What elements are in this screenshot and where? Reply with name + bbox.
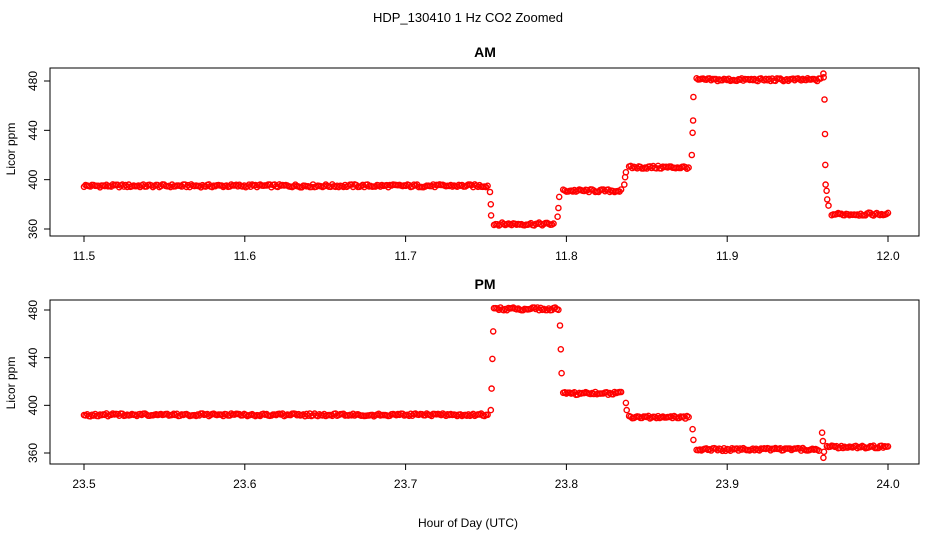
am-panel: AM Licor ppm 11.5 11.6 11.7 11.8 11.9 12.0 360…	[4, 44, 920, 263]
transition-point	[820, 448, 828, 456]
transition-point	[558, 369, 565, 377]
pm-y-axis-label: Licor ppm	[4, 357, 18, 410]
data-point	[183, 183, 190, 191]
am-plot-frame	[49, 67, 920, 237]
data-point	[484, 411, 491, 419]
transition-point	[823, 187, 830, 195]
data-point	[530, 304, 538, 311]
transition-point	[554, 213, 561, 220]
y-tick-label: 400	[26, 395, 40, 415]
transition-point	[822, 181, 829, 188]
transition-point	[821, 96, 828, 103]
transition-point	[487, 212, 495, 219]
data-point	[550, 220, 557, 227]
transition-point	[489, 328, 497, 335]
transition-point	[822, 161, 829, 169]
transition-point	[819, 437, 827, 445]
transition-point	[820, 454, 827, 462]
transition-point	[690, 436, 697, 444]
pm-data-points	[80, 304, 892, 462]
y-tick-label: 480	[26, 300, 40, 320]
x-axis-label: Hour of Day (UTC)	[418, 516, 518, 530]
data-point	[884, 443, 892, 450]
y-tick-label: 440	[26, 120, 40, 140]
y-tick-label: 360	[26, 219, 40, 239]
data-point	[682, 163, 689, 171]
transition-point	[621, 181, 628, 188]
transition-point	[557, 345, 565, 353]
am-axes: 11.5 11.6 11.7 11.8 11.9 12.0 360 400 440 480	[26, 71, 900, 263]
am-panel-title: AM	[474, 44, 496, 60]
y-tick-label: 360	[26, 443, 40, 463]
transition-point	[823, 196, 831, 203]
transition-point	[486, 188, 494, 196]
transition-point	[818, 429, 826, 437]
data-point	[617, 388, 625, 396]
transition-point	[487, 406, 495, 414]
pm-plot-frame	[49, 299, 920, 465]
transition-point	[688, 151, 696, 159]
x-tick-label: 11.6	[234, 249, 257, 263]
data-point	[884, 209, 892, 217]
transition-point	[821, 130, 829, 138]
x-tick-label: 23.6	[233, 477, 257, 491]
x-tick-label: 23.9	[716, 477, 740, 491]
data-point	[484, 182, 491, 190]
transition-point	[487, 200, 495, 208]
y-tick-label: 440	[26, 347, 40, 367]
transition-point	[689, 425, 696, 433]
x-tick-label: 23.5	[72, 477, 96, 491]
transition-point	[820, 74, 828, 81]
x-tick-label: 11.5	[73, 249, 96, 263]
pm-axes: 23.5 23.6 23.7 23.8 23.9 24.0 360 400 440 480	[26, 300, 900, 491]
transition-point	[820, 70, 827, 77]
pm-panel: PM Licor ppm 23.5 23.6 23.7 23.8 23.9 24.0 360…	[4, 276, 920, 491]
y-tick-label: 480	[26, 71, 40, 91]
data-point	[685, 164, 692, 171]
transition-point	[555, 204, 562, 212]
x-tick-label: 11.8	[555, 249, 578, 263]
data-point	[617, 186, 625, 193]
am-y-axis-label: Licor ppm	[4, 123, 18, 176]
x-tick-label: 11.7	[394, 249, 417, 263]
figure-title: HDP_130410 1 Hz CO2 Zoomed	[373, 10, 563, 25]
transition-point	[689, 129, 696, 137]
transition-point	[622, 399, 630, 407]
y-tick-label: 400	[26, 169, 40, 189]
transition-point	[690, 93, 697, 101]
transition-point	[622, 168, 630, 176]
transition-point	[488, 385, 495, 392]
transition-point	[825, 202, 832, 209]
transition-point	[689, 117, 697, 124]
data-point	[817, 75, 824, 82]
transition-point	[623, 406, 631, 414]
x-tick-label: 12.0	[876, 249, 900, 263]
data-point	[530, 222, 538, 229]
am-data-points	[80, 70, 892, 229]
transition-point	[556, 322, 564, 329]
data-point	[685, 413, 692, 421]
x-tick-label: 23.7	[394, 477, 418, 491]
transition-point	[489, 355, 496, 363]
x-tick-label: 24.0	[876, 477, 900, 491]
pm-panel-title: PM	[475, 276, 496, 292]
x-tick-label: 23.8	[555, 477, 579, 491]
data-point	[555, 306, 562, 314]
transition-point	[555, 193, 563, 201]
x-tick-label: 11.9	[716, 249, 739, 263]
